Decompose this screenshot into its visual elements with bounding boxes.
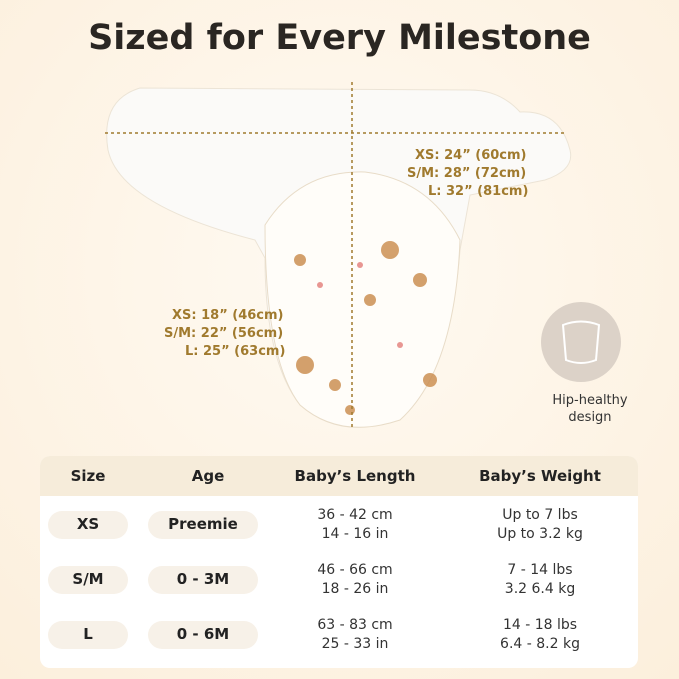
length-cell: 46 - 66 cm [317, 562, 393, 578]
length-cell: 63 - 83 cm [317, 617, 393, 633]
age-pill [148, 621, 258, 649]
badge-label: Hip-healthy design [552, 393, 628, 425]
size-cell: S/M [72, 570, 104, 588]
width-label: S/M: 28” (72cm) [407, 166, 527, 181]
length-cell: 25 - 33 in [321, 636, 389, 652]
table-header [40, 456, 638, 496]
size-cell: L [83, 625, 93, 643]
length-label: L: 25” (63cm) [185, 344, 286, 359]
size-pill [48, 511, 128, 539]
weight-cell: 3.2 6.4 kg [504, 581, 576, 597]
width-label: L: 32” (81cm) [428, 184, 529, 199]
length-label: XS: 18” (46cm) [172, 308, 284, 323]
length-cell: 18 - 26 in [321, 581, 389, 597]
age-cell: 0 - 3M [176, 570, 230, 588]
header-cell: Age [191, 467, 225, 485]
size-pill [48, 566, 128, 594]
header-cell: Baby’s Length [294, 467, 416, 485]
size-table: Size Age Baby’s Length Baby’s Weight XS Preem… [40, 456, 638, 668]
length-cell: 36 - 42 cm [317, 507, 393, 523]
length-cell: 14 - 16 in [321, 526, 389, 542]
age-cell: Preemie [168, 515, 238, 533]
weight-cell: Up to 7 lbs [502, 507, 578, 523]
size-pill [48, 621, 128, 649]
age-pill [148, 566, 258, 594]
weight-cell: 6.4 - 8.2 kg [500, 636, 580, 652]
width-label: XS: 24” (60cm) [415, 148, 527, 163]
age-pill [148, 511, 258, 539]
header-cell: Size [70, 467, 106, 485]
weight-cell: 14 - 18 lbs [502, 617, 578, 633]
age-cell: 0 - 6M [176, 625, 230, 643]
size-cell: XS [76, 515, 100, 533]
title: Sized for Every Milestone [88, 18, 591, 58]
length-label: S/M: 22” (56cm) [164, 326, 284, 341]
weight-cell: Up to 3.2 kg [497, 526, 583, 542]
header-cell: Baby’s Weight [479, 467, 601, 485]
weight-cell: 7 - 14 lbs [507, 562, 573, 578]
